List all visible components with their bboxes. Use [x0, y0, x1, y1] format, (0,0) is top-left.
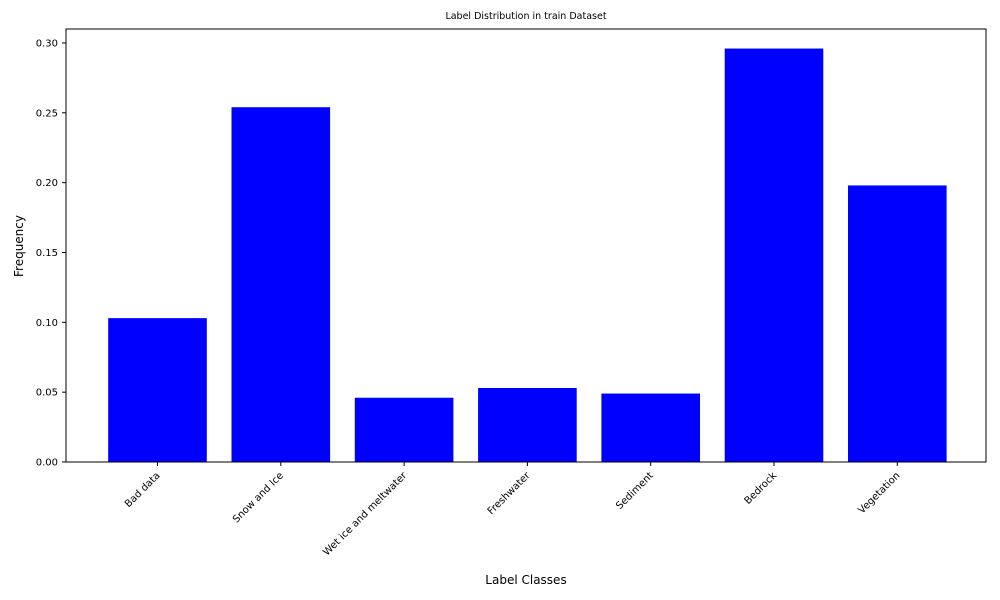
x-tick-label: Bad data: [123, 470, 163, 510]
y-axis: 0.00 0.05 0.10 0.15 0.20 0.25 0.30: [36, 38, 66, 469]
y-tick-label: 0.10: [36, 318, 58, 329]
x-tick-label: Bedrock: [743, 470, 780, 507]
y-tick-label: 0.00: [36, 458, 58, 469]
y-axis-label: Frequency: [12, 215, 26, 277]
bars-group: [108, 48, 947, 462]
bar-sediment: [601, 393, 700, 462]
x-tick-label: Wet ice and meltwater: [321, 470, 409, 558]
bar-vegetation: [848, 185, 947, 462]
bar-bad-data: [108, 318, 207, 462]
y-tick-label: 0.25: [36, 108, 58, 119]
x-tick-label: Freshwater: [486, 470, 533, 517]
y-tick-label: 0.30: [36, 38, 58, 49]
bar-bedrock: [724, 48, 824, 462]
y-tick-label: 0.05: [36, 388, 58, 399]
bar-snow-and-ice: [231, 107, 331, 462]
x-tick-label: Snow and Ice: [231, 470, 286, 525]
x-axis: Bad data Snow and Ice Wet ice and meltwate…: [123, 462, 902, 558]
y-tick-label: 0.15: [36, 248, 58, 259]
y-tick-label: 0.20: [36, 178, 58, 189]
chart-title: Label Distribution in train Dataset: [445, 11, 606, 22]
x-tick-label: Vegetation: [857, 470, 903, 516]
x-tick-label: Sediment: [614, 470, 656, 512]
x-axis-label: Label Classes: [485, 573, 566, 587]
plot-frame: [65, 28, 987, 463]
bar-freshwater: [478, 387, 577, 462]
bar-wet-ice-and-meltwater: [354, 397, 454, 462]
